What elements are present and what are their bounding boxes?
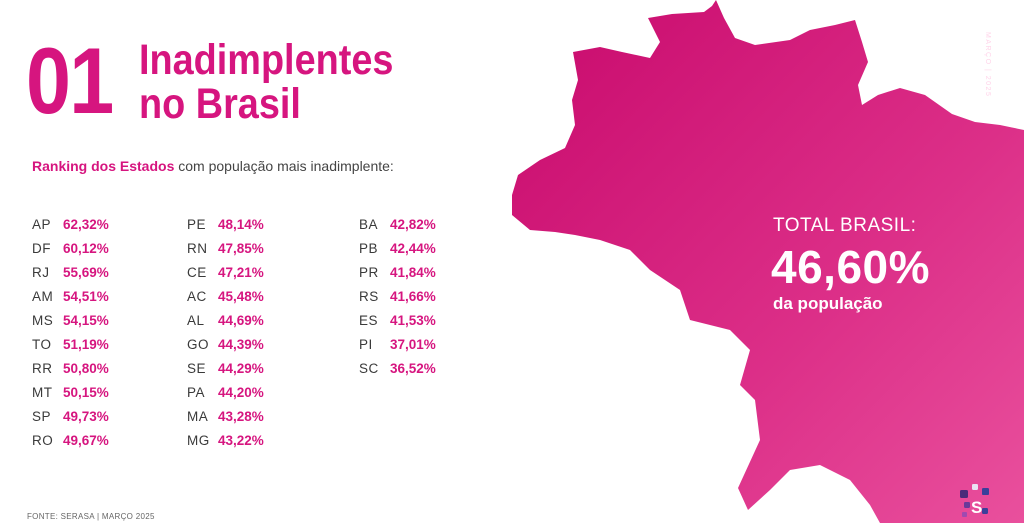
state-code: RO [32,432,54,448]
state-percentage: 54,51% [63,288,109,304]
state-code: MG [187,432,210,448]
ranking-column-2: PE 48,14% RN 47,85% CE 47,21% AC 45,48% AL 44,69%… [187,212,264,452]
ranking-row: ES 41,53% [359,308,436,332]
state-code: MT [32,384,53,400]
source-note: FONTE: SERASA | MARÇO 2025 [27,512,155,521]
title-line-1: Inadimplentes [139,36,394,84]
ranking-column-1: AP 62,32% DF 60,12% RJ 55,69% AM 54,51% MS 54,15%… [32,212,109,452]
state-percentage: 44,20% [218,384,264,400]
state-code: ES [359,312,379,328]
state-percentage: 43,22% [218,432,264,448]
state-code: PA [187,384,206,400]
ranking-row: MG 43,22% [187,428,264,452]
ranking-row: RN 47,85% [187,236,264,260]
ranking-row: PI 37,01% [359,332,436,356]
ranking-column-3: BA 42,82% PB 42,44% PR 41,84% RS 41,66% ES 41,53%… [359,212,436,380]
vertical-date: MARÇO | 2025 [984,32,991,98]
state-code: GO [187,336,210,352]
state-percentage: 50,80% [63,360,109,376]
total-value: 46,60% [771,241,931,293]
state-percentage: 42,44% [390,240,436,256]
state-code: AL [187,312,205,328]
ranking-row: RJ 55,69% [32,260,109,284]
title-line-2: no Brasil [139,80,301,128]
ranking-row: MS 54,15% [32,308,109,332]
ranking-row: TO 51,19% [32,332,109,356]
state-code: AM [32,288,54,304]
state-percentage: 43,28% [218,408,264,424]
state-percentage: 49,67% [63,432,109,448]
state-percentage: 36,52% [390,360,436,376]
ranking-row: DF 60,12% [32,236,109,260]
state-code: MS [32,312,54,328]
ranking-row: MA 43,28% [187,404,264,428]
subtitle-highlight: Ranking dos Estados [32,158,175,174]
ranking-row: RO 49,67% [32,428,109,452]
page-title: Inadimplentes no Brasil [139,38,393,126]
ranking-row: SC 36,52% [359,356,436,380]
state-percentage: 44,39% [218,336,264,352]
state-code: RS [359,288,379,304]
section-number: 01 [26,28,114,133]
state-code: AC [187,288,207,304]
state-code: RN [187,240,208,256]
state-percentage: 41,66% [390,288,436,304]
ranking-row: AP 62,32% [32,212,109,236]
state-percentage: 37,01% [390,336,436,352]
state-percentage: 45,48% [218,288,264,304]
state-code: CE [187,264,207,280]
state-code: SE [187,360,207,376]
subtitle: Ranking dos Estados com população mais i… [32,158,394,174]
svg-text:S: S [971,498,982,517]
state-code: PR [359,264,379,280]
state-code: SP [32,408,52,424]
total-label: TOTAL BRASIL: [773,215,917,236]
state-code: DF [32,240,51,256]
ranking-row: GO 44,39% [187,332,264,356]
ranking-row: CE 47,21% [187,260,264,284]
ranking-row: RR 50,80% [32,356,109,380]
ranking-row: AM 54,51% [32,284,109,308]
state-percentage: 60,12% [63,240,109,256]
serasa-logo-icon: S [960,484,989,517]
state-code: SC [359,360,379,376]
ranking-row: SP 49,73% [32,404,109,428]
state-code: PE [187,216,207,232]
state-percentage: 54,15% [63,312,109,328]
state-percentage: 50,15% [63,384,109,400]
state-percentage: 49,73% [63,408,109,424]
ranking-row: SE 44,29% [187,356,264,380]
state-percentage: 44,69% [218,312,264,328]
state-code: AP [32,216,52,232]
ranking-row: PE 48,14% [187,212,264,236]
state-code: MA [187,408,209,424]
state-code: PI [359,336,373,352]
state-percentage: 51,19% [63,336,109,352]
state-percentage: 41,53% [390,312,436,328]
ranking-row: MT 50,15% [32,380,109,404]
state-code: RJ [32,264,50,280]
ranking-row: PB 42,44% [359,236,436,260]
ranking-row: PR 41,84% [359,260,436,284]
state-code: RR [32,360,53,376]
ranking-row: PA 44,20% [187,380,264,404]
state-percentage: 55,69% [63,264,109,280]
state-percentage: 44,29% [218,360,264,376]
ranking-row: RS 41,66% [359,284,436,308]
total-subtitle: da população [773,294,883,313]
state-percentage: 47,21% [218,264,264,280]
state-percentage: 47,85% [218,240,264,256]
state-percentage: 62,32% [63,216,109,232]
subtitle-rest: com população mais inadimplente: [174,158,394,174]
ranking-row: BA 42,82% [359,212,436,236]
state-percentage: 41,84% [390,264,436,280]
state-code: BA [359,216,379,232]
state-code: TO [32,336,52,352]
state-code: PB [359,240,379,256]
ranking-row: AL 44,69% [187,308,264,332]
state-percentage: 48,14% [218,216,264,232]
state-percentage: 42,82% [390,216,436,232]
ranking-row: AC 45,48% [187,284,264,308]
